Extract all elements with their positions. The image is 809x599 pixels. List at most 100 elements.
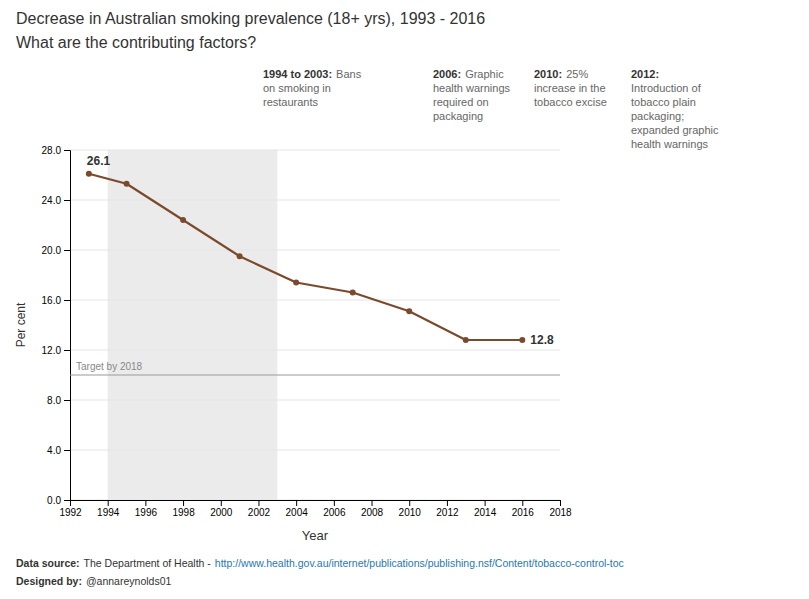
x-tick-mark (409, 500, 410, 506)
annotation-line: 2012: (631, 68, 659, 80)
annotation-heading: 2012: (631, 68, 659, 80)
y-tick-mark (64, 200, 70, 201)
x-tick: 1996 (135, 500, 158, 518)
y-tick: 12.0 (42, 345, 70, 356)
x-tick-label: 2010 (399, 507, 422, 518)
subtitle: What are the contributing factors? (16, 34, 256, 51)
data-line (89, 174, 522, 340)
grid-line (70, 250, 560, 251)
y-tick-label: 16.0 (42, 295, 62, 306)
grid-line (70, 150, 560, 151)
y-tick-label: 4.0 (47, 445, 61, 456)
annotation: 2006:Graphichealth warningsrequired onpa… (433, 68, 511, 122)
annotation-text: tobacco excise (534, 96, 607, 108)
plot-area: 1992 1994 1996 1998 2000 2002 2004 2006 2008 2010… (14, 145, 572, 543)
shaded-region (108, 150, 278, 500)
data-point (86, 171, 92, 177)
x-tick-label: 1996 (135, 507, 158, 518)
x-tick-mark (334, 500, 335, 506)
x-tick: 2016 (512, 500, 535, 518)
x-tick-mark (485, 500, 486, 506)
y-axis-line (64, 151, 71, 501)
footer-heading: Designed by: (16, 575, 82, 587)
x-tick-label: 2004 (286, 507, 309, 518)
y-tick-mark (64, 500, 70, 501)
y-tick-label: 0.0 (47, 495, 61, 506)
y-tick: 24.0 (42, 195, 70, 206)
data-marks (70, 171, 560, 375)
x-tick: 2002 (248, 500, 271, 518)
x-tick-label: 2000 (210, 507, 233, 518)
annotation-line: 1994 to 2003: Bans (263, 68, 362, 80)
y-tick-mark (64, 150, 70, 151)
annotation-text: expanded graphic (631, 124, 719, 136)
x-tick: 2014 (474, 500, 497, 518)
x-tick: 1992 (59, 500, 82, 518)
footer-heading: Data source: (16, 557, 80, 569)
footer: Designed by: @annareynolds01 (16, 575, 171, 587)
x-tick: 2018 (549, 500, 572, 518)
x-tick-mark (522, 500, 523, 506)
x-tick-mark (258, 500, 259, 506)
annotation-text: Graphic (465, 68, 504, 80)
annotation: 2010: 25% increase in the tobacco excise (534, 68, 607, 108)
x-tick: 1994 (97, 500, 120, 518)
grid-line (70, 400, 560, 401)
x-tick-label: 2018 (549, 507, 572, 518)
y-axis-title: Per cent (14, 302, 28, 347)
x-tick-mark (447, 500, 448, 506)
y-tick-mark (64, 450, 70, 451)
x-tick-mark (183, 500, 184, 506)
grid-line (70, 300, 560, 301)
data-point (406, 308, 412, 314)
x-axis-title: Year (302, 528, 329, 543)
annotation-text: 25% (566, 68, 588, 80)
chart: Decrease in Australian smoking prevalenc… (0, 0, 809, 599)
x-tick-label: 2012 (436, 507, 459, 518)
x-tick-label: 2006 (323, 507, 346, 518)
x-tick-label: 2014 (474, 507, 497, 518)
x-tick-label: 2016 (512, 507, 535, 518)
x-tick: 2000 (210, 500, 233, 518)
annotation-text: health warnings (433, 82, 511, 94)
x-tick-label: 2002 (248, 507, 271, 518)
annotation: 1994 to 2003:Banson smoking inrestaurant… (263, 68, 362, 108)
grid-line (70, 200, 560, 201)
x-tick: 2010 (399, 500, 422, 518)
footer-link: http://www.health.gov.au/internet/public… (215, 557, 624, 569)
x-tick-mark (296, 500, 297, 506)
x-tick-label: 1992 (59, 507, 82, 518)
annotation-heading: 2010: (534, 68, 562, 80)
data-point (124, 181, 130, 187)
title: Decrease in Australian smoking prevalenc… (16, 10, 485, 27)
data-point (180, 217, 186, 223)
annotation-text: required on (433, 96, 489, 108)
y-tick: 8.0 (47, 395, 70, 406)
annotation-text: Bans (336, 68, 362, 80)
target-label: Target by 2018 (76, 361, 143, 372)
x-tick-label: 1998 (172, 507, 195, 518)
data-label: 26.1 (87, 154, 111, 168)
y-tick-label: 8.0 (47, 395, 61, 406)
y-tick: 16.0 (42, 295, 70, 306)
annotation-heading: 2006: (433, 68, 461, 80)
x-tick: 2008 (361, 500, 384, 518)
data-point (350, 290, 356, 296)
y-tick: 20.0 (42, 245, 70, 256)
data-point (237, 253, 243, 259)
grid-line (70, 350, 560, 351)
x-axis-line (71, 501, 561, 507)
annotation-text: increase in the (534, 82, 606, 94)
y-tick-label: 28.0 (42, 145, 62, 156)
x-tick-label: 1994 (97, 507, 120, 518)
annotation-heading: 1994 to 2003: (263, 68, 332, 80)
x-tick: 1998 (172, 500, 195, 518)
y-tick-label: 20.0 (42, 245, 62, 256)
y-tick-mark (64, 400, 70, 401)
annotation-text: packaging; (631, 110, 684, 122)
footer-text: The Department of Health - (84, 557, 212, 569)
x-axis: 1992 1994 1996 1998 2000 2002 2004 2006 2008 2010… (59, 500, 572, 518)
x-tick: 2006 (323, 500, 346, 518)
annotation: 2012:Introduction oftobacco plainpackagi… (631, 68, 719, 150)
footer-text: @annareynolds01 (86, 575, 172, 587)
